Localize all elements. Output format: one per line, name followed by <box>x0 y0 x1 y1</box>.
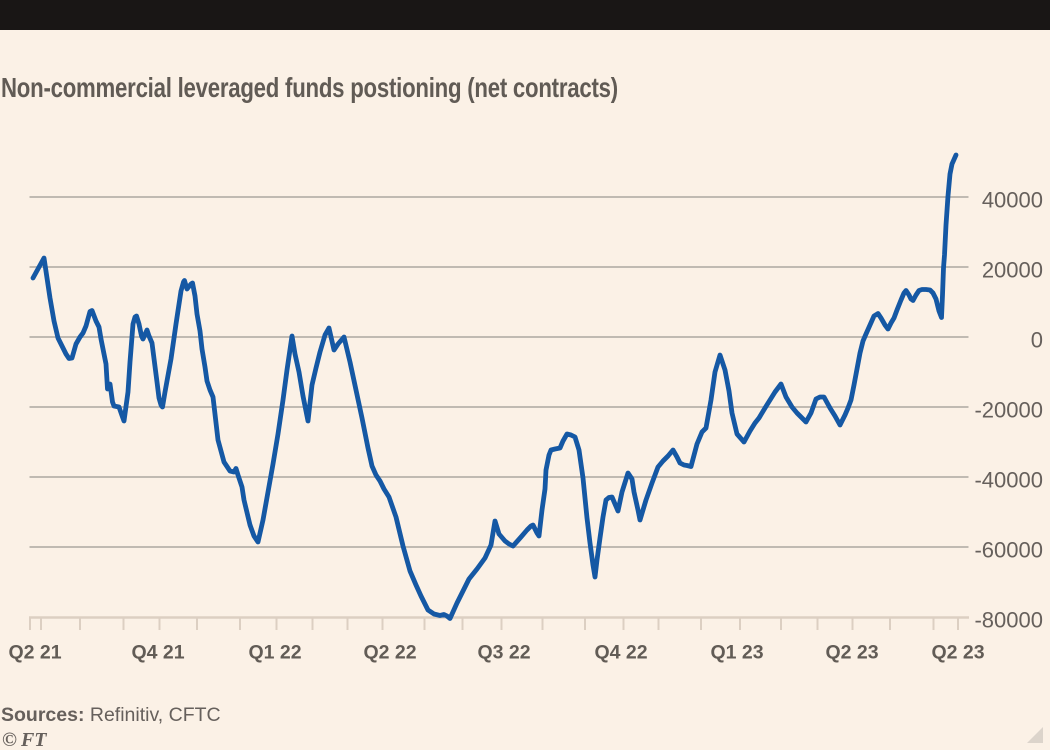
svg-text:Q4 21: Q4 21 <box>131 642 184 664</box>
svg-text:40000: 40000 <box>982 188 1043 213</box>
svg-text:Q1 23: Q1 23 <box>710 642 763 664</box>
svg-text:Q4 22: Q4 22 <box>594 642 647 664</box>
svg-text:-40000: -40000 <box>974 468 1043 493</box>
svg-text:0: 0 <box>1031 328 1043 353</box>
svg-text:-80000: -80000 <box>974 608 1043 633</box>
svg-text:Q3 22: Q3 22 <box>477 642 530 664</box>
svg-text:-60000: -60000 <box>974 538 1043 563</box>
svg-text:-20000: -20000 <box>974 398 1043 423</box>
svg-text:Q2 22: Q2 22 <box>363 642 416 664</box>
svg-text:Q2 23: Q2 23 <box>825 642 878 664</box>
svg-text:20000: 20000 <box>982 258 1043 283</box>
svg-text:Q2 23: Q2 23 <box>931 642 984 664</box>
svg-text:Q2 21: Q2 21 <box>8 642 61 664</box>
svg-text:Q1 22: Q1 22 <box>248 642 301 664</box>
